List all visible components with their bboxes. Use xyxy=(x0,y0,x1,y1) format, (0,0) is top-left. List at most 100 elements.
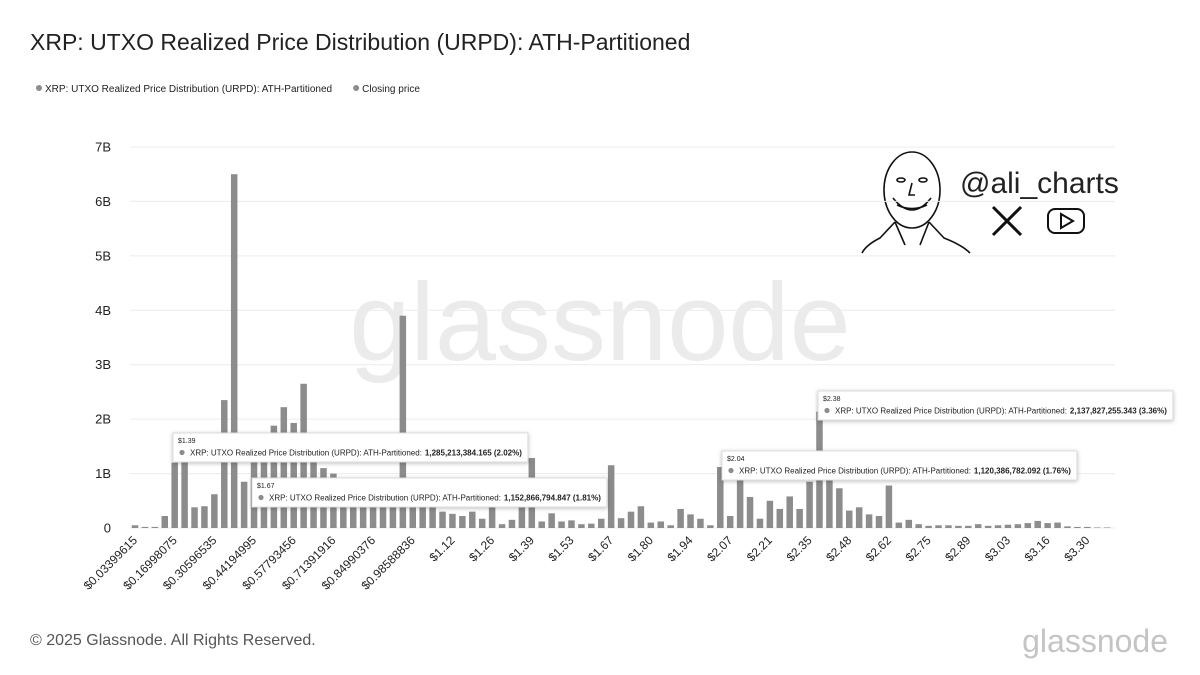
bar xyxy=(508,519,516,528)
y-tick-label: 5B xyxy=(95,248,111,263)
bar xyxy=(627,511,635,528)
bar xyxy=(1064,526,1071,528)
bar xyxy=(1014,524,1022,528)
y-tick-label: 6B xyxy=(95,194,111,209)
tooltip-text: XRP: UTXO Realized Price Distribution (U… xyxy=(269,494,601,503)
bar xyxy=(806,481,813,528)
bar xyxy=(439,511,446,528)
bar xyxy=(677,508,684,528)
bar xyxy=(766,500,774,528)
bar xyxy=(558,521,565,528)
bar xyxy=(935,525,942,528)
tooltip-series: XRP: UTXO Realized Price Distribution (U… xyxy=(269,494,501,503)
bar xyxy=(1084,526,1091,528)
bar xyxy=(409,489,417,528)
bar xyxy=(1024,523,1032,528)
bar xyxy=(885,485,893,528)
bar xyxy=(449,513,456,528)
tooltip: $2.04 XRP: UTXO Realized Price Distributi… xyxy=(721,450,1078,481)
bar xyxy=(419,495,426,528)
bar xyxy=(141,526,149,528)
bar xyxy=(151,526,159,528)
bar xyxy=(1093,527,1101,528)
bar xyxy=(181,459,188,528)
tooltip-box xyxy=(251,477,608,508)
y-tick-label: 2B xyxy=(95,412,111,427)
bar xyxy=(667,525,674,528)
y-tick-label: 0 xyxy=(104,521,111,536)
bar xyxy=(826,473,833,528)
bar xyxy=(607,465,615,528)
bar xyxy=(895,522,903,528)
bar xyxy=(925,525,932,528)
tooltip: $1.67 XRP: UTXO Realized Price Distributi… xyxy=(251,477,608,508)
y-tick-label: 3B xyxy=(95,357,111,372)
tooltip: $1.39 XRP: UTXO Realized Price Distributi… xyxy=(172,432,529,463)
tooltip-box xyxy=(721,450,1078,481)
bar xyxy=(965,525,972,528)
bar xyxy=(171,462,178,528)
bar xyxy=(726,516,734,528)
tooltip-text: XRP: UTXO Realized Price Distribution (U… xyxy=(190,449,522,458)
legend-marker xyxy=(353,85,360,91)
bar xyxy=(270,425,278,528)
bar xyxy=(865,514,873,528)
bar xyxy=(945,525,952,528)
y-tick-label: 1B xyxy=(95,466,111,481)
tooltip-series: XRP: UTXO Realized Price Distribution (U… xyxy=(835,407,1067,416)
watermark: glassnode xyxy=(349,261,851,384)
bar xyxy=(1054,522,1061,528)
bar xyxy=(588,523,595,528)
bar xyxy=(1044,523,1051,528)
bar xyxy=(994,525,1002,528)
bar xyxy=(469,511,476,528)
tooltip-marker xyxy=(728,467,734,474)
legend-label: XRP: UTXO Realized Price Distribution (U… xyxy=(45,84,332,95)
bar xyxy=(568,520,575,528)
youtube-icon xyxy=(1047,208,1085,234)
tooltip-title: $1.39 xyxy=(178,438,196,445)
bar xyxy=(538,521,545,528)
bar xyxy=(617,518,625,528)
tooltip-series: XRP: UTXO Realized Price Distribution (U… xyxy=(739,467,971,476)
bar xyxy=(548,513,555,528)
bar xyxy=(429,498,436,528)
bar xyxy=(756,518,764,528)
bar xyxy=(786,496,793,528)
bar xyxy=(161,516,169,528)
bar xyxy=(240,481,248,528)
tooltip-value: 1,152,866,794.847 (1.81%) xyxy=(504,494,601,503)
bar xyxy=(488,506,496,528)
bar xyxy=(518,506,526,528)
bar xyxy=(578,524,585,528)
tooltip-marker xyxy=(258,494,264,501)
bar xyxy=(280,407,288,528)
bar xyxy=(697,518,704,528)
tooltip-title: $2.04 xyxy=(727,456,745,463)
tooltip-value: 1,285,213,384.165 (2.02%) xyxy=(425,449,522,458)
bar xyxy=(597,518,605,528)
bar xyxy=(796,508,803,528)
chart-title: XRP: UTXO Realized Price Distribution (U… xyxy=(30,29,690,55)
bar xyxy=(1004,524,1012,528)
y-tick-label: 4B xyxy=(95,303,111,318)
x-icon xyxy=(991,205,1023,237)
tooltip-box xyxy=(817,390,1174,421)
legend-marker xyxy=(36,85,42,91)
footer: © 2025 Glassnode. All Rights Reserved. xyxy=(30,632,316,649)
bar xyxy=(717,467,724,528)
bar xyxy=(974,524,982,528)
bar xyxy=(478,518,486,528)
bar xyxy=(955,525,962,528)
bar xyxy=(836,488,843,528)
tooltip-text: XRP: UTXO Realized Price Distribution (U… xyxy=(739,467,1071,476)
tooltip-value: 2,137,827,255.343 (3.36%) xyxy=(1070,407,1167,416)
bar xyxy=(647,522,655,528)
bar xyxy=(736,470,744,528)
bar xyxy=(855,507,863,528)
y-tick-label: 7B xyxy=(95,140,111,155)
bar xyxy=(905,519,913,528)
bar xyxy=(915,524,922,528)
bar xyxy=(657,521,665,528)
